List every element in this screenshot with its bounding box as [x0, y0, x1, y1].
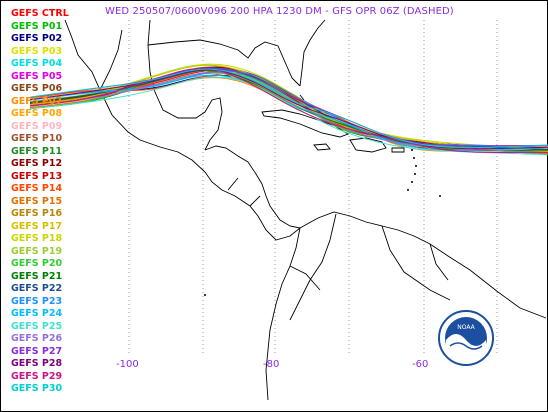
- contour-line: [29, 63, 548, 150]
- legend-entry: GEFS P17: [11, 220, 63, 232]
- legend-entry: GEFS P15: [11, 195, 63, 207]
- contour-line: [29, 66, 548, 151]
- legend-entry: GEFS P30: [11, 383, 63, 394]
- legend-entry: GEFS P20: [11, 258, 63, 269]
- contour-line: [29, 69, 548, 150]
- legend-entry: GEFS P07: [11, 95, 63, 107]
- legend-entry: GEFS P19: [11, 245, 63, 257]
- lesser-antilles: [204, 149, 441, 296]
- legend-entry: GEFS P06: [11, 83, 63, 94]
- legend-entry: GEFS P13: [11, 170, 63, 182]
- contour-line: [29, 67, 548, 156]
- legend-entry: GEFS P01: [11, 20, 63, 32]
- contour-line: [29, 64, 548, 153]
- contour-line: [29, 68, 548, 151]
- contour-lines: [29, 63, 548, 156]
- noaa-logo: NOAA: [438, 310, 494, 366]
- legend-entry: GEFS P11: [11, 145, 63, 157]
- legend-entry: GEFS P09: [11, 120, 63, 132]
- contour-line: [29, 72, 548, 153]
- contour-line: [29, 70, 548, 152]
- noaa-logo-text: NOAA: [457, 324, 475, 331]
- contour-line: [29, 68, 548, 149]
- contour-line: [29, 67, 548, 154]
- legend-entry: GEFS P26: [11, 333, 63, 344]
- legend-entry: GEFS P12: [11, 158, 63, 169]
- legend-entry: GEFS P05: [11, 70, 63, 82]
- legend-entry: GEFS P03: [11, 45, 63, 57]
- contour-line: [29, 70, 548, 148]
- legend-entry: GEFS P08: [11, 108, 63, 119]
- contour-line: [29, 69, 548, 152]
- legend-entry: GEFS P14: [11, 183, 63, 194]
- legend-entry: GEFS P10: [11, 133, 63, 144]
- map-title: WED 250507/0600V096 200 HPA 1230 DM - GF…: [105, 6, 454, 17]
- legend-entry: GEFS P16: [11, 208, 63, 219]
- contour-line: [29, 72, 548, 147]
- contour-line: [29, 69, 548, 151]
- contour-line: [29, 69, 548, 149]
- lon-label-100: -100: [116, 359, 139, 370]
- contour-line: [29, 76, 548, 156]
- legend-entry: GEFS P04: [11, 58, 63, 69]
- legend-entry: GEFS P29: [11, 370, 63, 382]
- contour-line: [29, 64, 548, 153]
- legend-entry: GEFS CTRL: [11, 8, 69, 19]
- legend-entry: GEFS P27: [11, 345, 63, 357]
- contour-line: [29, 70, 548, 148]
- legend-entry: GEFS P24: [11, 308, 63, 319]
- legend-entry: GEFS P23: [11, 295, 63, 307]
- contour-line: [29, 69, 548, 149]
- lon-label-80: -80: [263, 359, 280, 370]
- legend-entry: GEFS P25: [11, 320, 63, 332]
- legend-entry: GEFS P02: [11, 33, 63, 44]
- contour-line: [29, 70, 548, 152]
- legend-entry: GEFS P28: [11, 358, 63, 369]
- member-legend: GEFS CTRL GEFS P01 GEFS P02 GEFS P03 GEFS P0…: [11, 8, 69, 396]
- contour-line: [29, 68, 548, 152]
- lon-label-60: -60: [412, 359, 429, 370]
- legend-entry: GEFS P21: [11, 270, 63, 282]
- contour-line: [29, 67, 548, 151]
- legend-entry: GEFS P22: [11, 283, 63, 294]
- legend-entry: GEFS P18: [11, 233, 63, 244]
- contour-line: [29, 66, 548, 153]
- contour-line: [29, 67, 548, 154]
